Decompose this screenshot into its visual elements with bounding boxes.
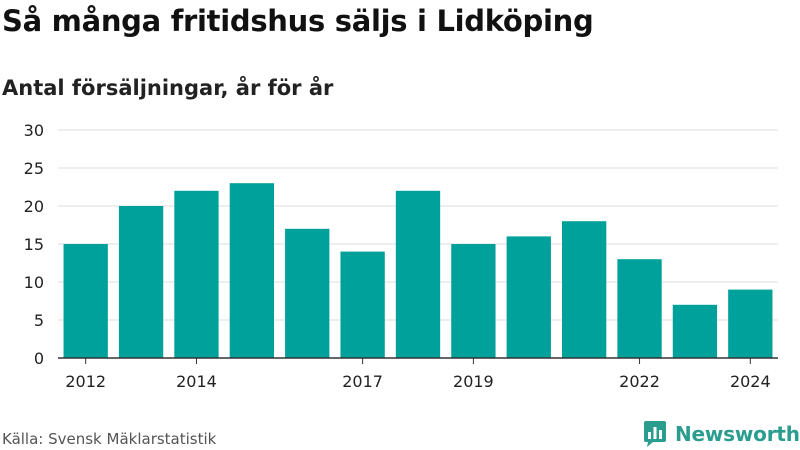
bar-2017 (340, 251, 385, 358)
y-tick-label: 5 (34, 311, 44, 330)
bar-2014 (174, 190, 219, 358)
newsworthy-logo: Newsworthy (643, 419, 800, 449)
source-note: Källa: Svensk Mäklarstatistik (2, 430, 217, 448)
y-tick-label: 30 (24, 121, 44, 140)
bar-2023 (672, 304, 718, 358)
y-tick-label: 15 (24, 235, 44, 254)
bar-2021 (562, 221, 607, 358)
bar-chart-logo-icon (644, 421, 666, 447)
bar-2020 (506, 236, 551, 358)
x-tick-label: 2024 (730, 372, 771, 391)
chart-title: Så många fritidshus säljs i Lidköping (2, 4, 594, 38)
bar-2018 (395, 190, 441, 358)
bar-2022 (617, 259, 662, 358)
x-tick-label: 2019 (453, 372, 494, 391)
bar-2013 (118, 206, 164, 358)
y-tick-label: 20 (24, 197, 44, 216)
x-tick-label: 2014 (176, 372, 217, 391)
chart-subtitle: Antal försäljningar, år för år (2, 76, 334, 100)
x-tick-label: 2012 (65, 372, 106, 391)
brand-name: Newsworthy (675, 422, 800, 446)
bar-2016 (285, 228, 330, 358)
bar-2019 (451, 244, 496, 358)
bar-2012 (63, 244, 108, 358)
bar-chart: 0 5 10 15 20 25 30 2012 2014 2017 2019 2022 2024 (24, 121, 778, 391)
x-tick-label: 2017 (342, 372, 383, 391)
bar-2024 (728, 289, 773, 358)
y-tick-label: 10 (24, 273, 44, 292)
y-tick-label: 0 (34, 349, 44, 368)
bar-2015 (229, 183, 274, 358)
x-tick-label: 2022 (619, 372, 660, 391)
y-tick-label: 25 (24, 159, 44, 178)
